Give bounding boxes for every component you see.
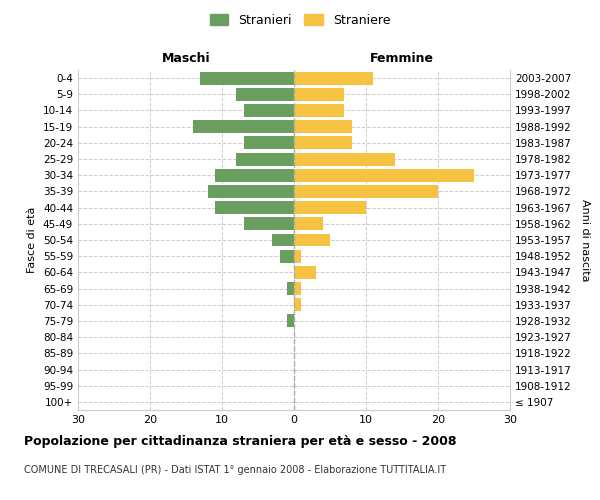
Bar (208, 185, 294, 198)
Y-axis label: Anni di nascita: Anni di nascita (580, 198, 590, 281)
Y-axis label: Fasce di età: Fasce di età (28, 207, 37, 273)
Bar (294, 201, 366, 214)
Bar (294, 88, 344, 101)
Bar (193, 120, 294, 133)
Bar (294, 282, 301, 295)
Bar (294, 72, 373, 85)
Text: Femmine: Femmine (370, 52, 434, 65)
Bar (215, 169, 294, 181)
Bar (294, 234, 330, 246)
Bar (287, 314, 294, 328)
Bar (236, 152, 294, 166)
Bar (294, 120, 352, 133)
Text: COMUNE DI TRECASALI (PR) - Dati ISTAT 1° gennaio 2008 - Elaborazione TUTTITALIA.: COMUNE DI TRECASALI (PR) - Dati ISTAT 1°… (24, 465, 446, 475)
Bar (287, 282, 294, 295)
Bar (294, 298, 301, 311)
Bar (272, 234, 294, 246)
Bar (280, 250, 294, 262)
Bar (294, 250, 301, 262)
Bar (294, 169, 474, 181)
Bar (200, 72, 294, 85)
Bar (236, 88, 294, 101)
Legend: Stranieri, Straniere: Stranieri, Straniere (205, 8, 395, 32)
Bar (294, 185, 438, 198)
Bar (244, 218, 294, 230)
Text: Maschi: Maschi (161, 52, 211, 65)
Bar (294, 218, 323, 230)
Bar (215, 201, 294, 214)
Bar (294, 104, 344, 117)
Text: Popolazione per cittadinanza straniera per età e sesso - 2008: Popolazione per cittadinanza straniera p… (24, 435, 457, 448)
Bar (244, 104, 294, 117)
Bar (294, 136, 352, 149)
Bar (294, 266, 316, 279)
Bar (294, 152, 395, 166)
Bar (244, 136, 294, 149)
